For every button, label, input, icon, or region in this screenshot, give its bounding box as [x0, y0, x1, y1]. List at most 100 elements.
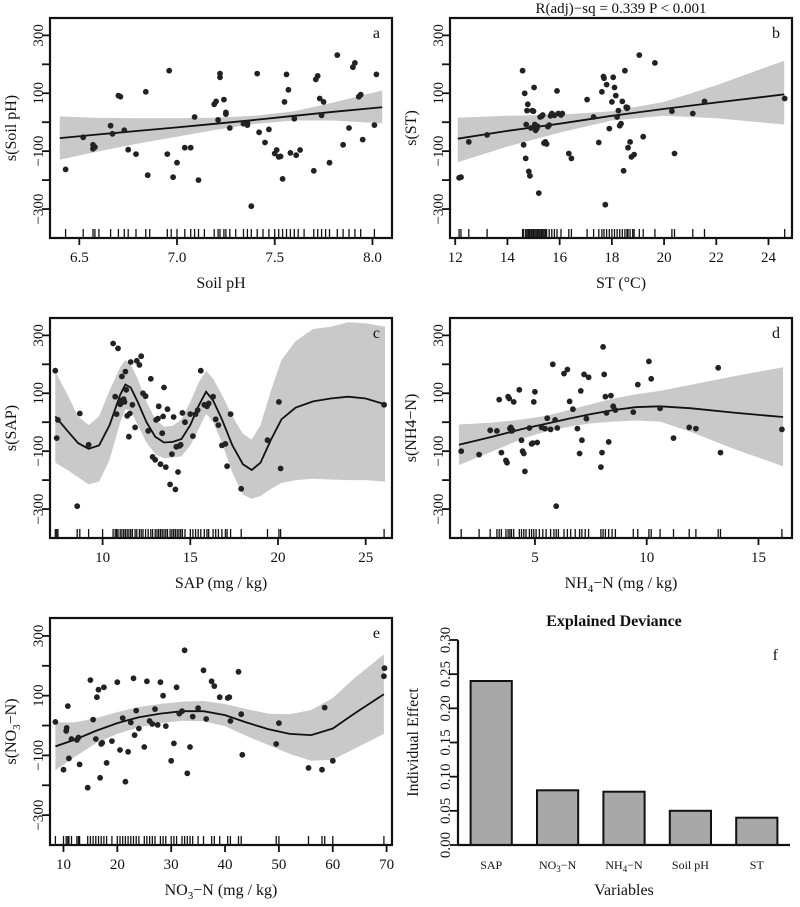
bar	[536, 789, 580, 847]
data-point	[287, 150, 294, 156]
data-point	[553, 503, 560, 510]
plot-frame	[448, 16, 794, 240]
y-axis-title: s(NO3−N)	[3, 698, 23, 764]
data-point	[689, 110, 696, 117]
data-point	[625, 144, 631, 151]
panel-letter: a	[373, 25, 380, 42]
x-axis: 10 15 20 25	[95, 538, 373, 566]
data-point	[162, 723, 169, 729]
data-point	[164, 151, 171, 158]
data-point	[293, 152, 300, 159]
scatter-points	[458, 344, 785, 510]
data-point	[109, 738, 115, 744]
data-point	[610, 74, 617, 81]
scatter-points	[456, 52, 788, 208]
x-tick-label: 8.0	[363, 250, 382, 266]
data-point	[321, 704, 328, 711]
data-point	[221, 96, 227, 103]
x-tick-label: 70	[379, 857, 394, 873]
data-point	[213, 98, 220, 105]
plot-frame	[48, 616, 394, 847]
data-point	[152, 456, 159, 463]
rug-marks	[54, 836, 385, 844]
scatter-points	[52, 340, 387, 510]
data-point	[238, 711, 245, 718]
data-point	[291, 115, 298, 122]
data-point	[498, 449, 505, 456]
data-point	[167, 481, 174, 488]
data-point	[458, 448, 465, 455]
data-point	[200, 667, 207, 674]
data-point	[194, 407, 201, 413]
data-point	[669, 108, 675, 115]
data-point	[326, 159, 333, 166]
data-point	[602, 201, 609, 208]
data-point	[549, 361, 556, 368]
x-axis: 5 10 15	[531, 538, 766, 566]
data-point	[522, 155, 529, 162]
data-point	[131, 732, 138, 738]
data-point	[164, 406, 171, 413]
data-point	[125, 146, 132, 153]
data-point	[509, 427, 516, 434]
bar-category-label: ST	[750, 858, 765, 872]
panel-letter: e	[373, 625, 380, 642]
rug-marks	[54, 529, 385, 537]
data-point	[256, 129, 262, 136]
panel-c: 10 15 20 25 300 100 −100 −300 SAP (mg / kg) s(SAP…	[0, 300, 400, 600]
data-point	[634, 381, 641, 388]
data-point	[227, 411, 234, 417]
y-tick-label: −100	[31, 436, 47, 467]
data-point	[609, 99, 615, 105]
data-point	[205, 400, 212, 407]
data-point	[75, 734, 82, 741]
data-point	[357, 91, 364, 98]
y-tick-label: 100	[31, 82, 47, 105]
data-point	[273, 147, 280, 153]
y-tick-label: 0.10	[438, 764, 454, 790]
data-point	[381, 665, 388, 672]
data-point	[554, 425, 561, 431]
data-point	[99, 739, 106, 746]
data-point	[565, 150, 572, 157]
data-point	[652, 60, 658, 66]
panel-d: 5 10 15 300 100 −100 −300 NH4−N (mg / kg) s(NH4−…	[400, 300, 800, 600]
data-point	[97, 774, 103, 781]
confidence-band	[55, 654, 384, 771]
data-point	[110, 340, 116, 347]
data-point	[92, 144, 98, 151]
data-point	[590, 114, 597, 120]
data-point	[133, 151, 139, 158]
data-point	[210, 393, 217, 400]
data-point	[154, 722, 161, 728]
data-point	[583, 415, 590, 422]
confidence-band	[55, 322, 386, 499]
data-point	[715, 364, 722, 371]
fitted-curve	[55, 693, 385, 748]
data-point	[248, 203, 255, 210]
data-point	[519, 67, 526, 74]
data-point	[203, 716, 210, 722]
data-point	[95, 686, 102, 693]
x-tick-label: 20	[657, 250, 672, 266]
data-point	[574, 425, 581, 432]
data-point	[244, 122, 251, 128]
y-tick-label: 300	[31, 625, 47, 648]
data-point	[168, 757, 175, 764]
panel-b: R(adj)−sq = 0.339 P < 0.001 12 14 16 18 20 22 2…	[400, 0, 800, 300]
bar	[602, 790, 646, 846]
data-point	[618, 120, 624, 127]
x-axis-title: Soil pH	[196, 275, 246, 292]
data-point	[166, 67, 173, 74]
data-point	[173, 684, 180, 691]
y-axis: 300 100 −100 −300	[431, 324, 450, 525]
panel-a: 6.5 7.0 7.5 8.0 300 100 −100 −300 Soil pH s(Soil …	[0, 0, 400, 300]
x-axis-title: NH4−N (mg / kg)	[565, 575, 678, 595]
data-point	[564, 366, 571, 373]
y-tick-label: 300	[31, 324, 47, 347]
y-tick-label: 0.00	[438, 832, 454, 858]
data-point	[612, 92, 619, 99]
data-point	[144, 172, 151, 179]
x-tick-label: 30	[164, 857, 179, 873]
data-point	[262, 139, 268, 146]
